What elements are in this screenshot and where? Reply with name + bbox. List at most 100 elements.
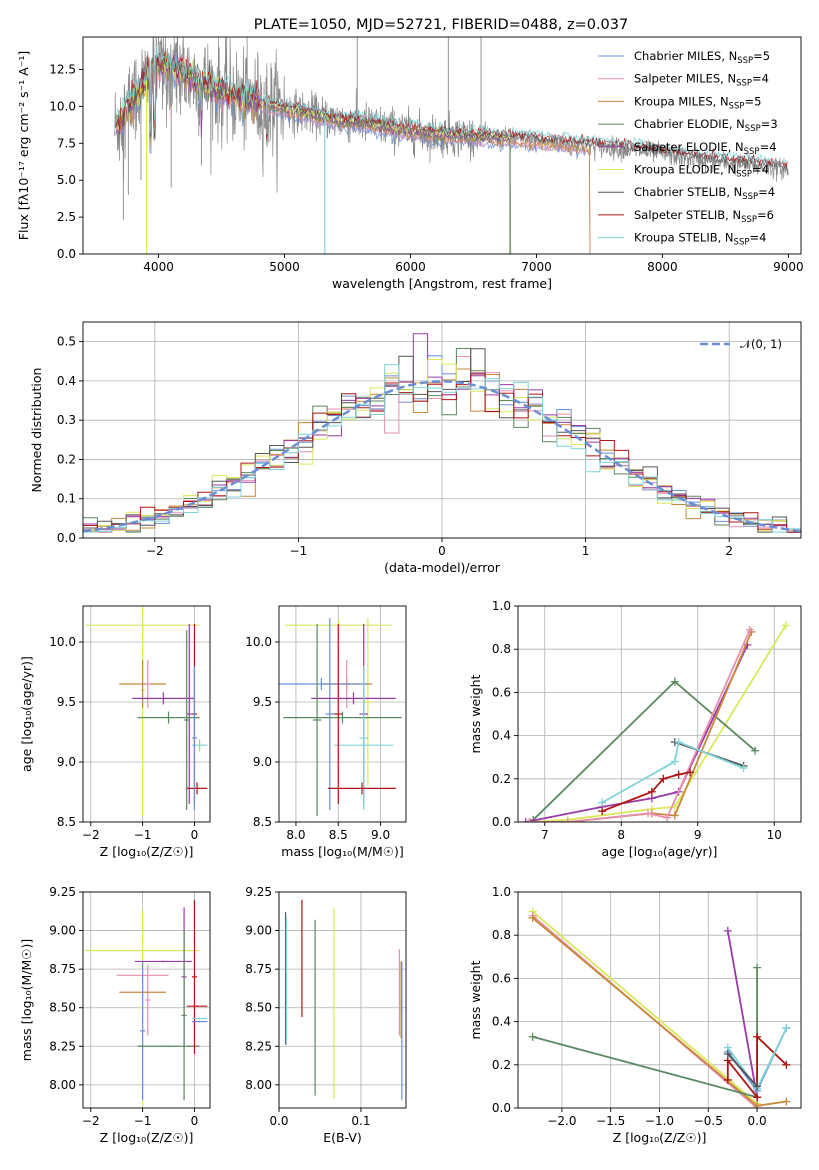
y-tick-label: 2.5	[57, 210, 76, 224]
weight-marker	[674, 770, 683, 779]
x-axis-label: E(B-V)	[323, 1130, 362, 1145]
weight-line	[532, 910, 758, 1105]
x-tick-label: 9000	[773, 260, 804, 274]
weight-marker	[782, 1060, 791, 1069]
y-tick-label: 0.6	[492, 971, 511, 985]
y-tick-label: 0.4	[57, 374, 76, 388]
x-axis-label: Z [log₁₀(Z/Z☉)]	[100, 844, 194, 859]
weight-marker	[670, 811, 679, 820]
y-tick-label: 8.5	[253, 815, 272, 829]
axes-frame: 4000 5000 6000 7000 8000 9000 0.0 2.5 5.0 7.5 10.0…	[16, 36, 804, 291]
x-tick-label: 8.5	[329, 828, 348, 842]
y-tick-label: 0.0	[57, 531, 76, 545]
y-tick-label: 0.8	[492, 928, 511, 942]
y-tick-label: 0.0	[57, 247, 76, 261]
y-axis-label: mass weight	[468, 674, 483, 753]
y-axis-label: age [log₁₀(age/yr)]	[19, 656, 34, 772]
figure-title: PLATE=1050, MJD=52721, FIBERID=0488, z=0…	[254, 17, 628, 33]
weight-marker	[598, 798, 607, 807]
axes-border	[278, 891, 407, 1109]
y-tick-label: 8.50	[49, 1001, 76, 1015]
weight-marker	[745, 625, 754, 634]
y-tick-label: 9.5	[57, 695, 76, 709]
plot-area	[85, 606, 208, 816]
x-tick-label: 9.0	[371, 828, 390, 842]
y-tick-label: 9.0	[57, 755, 76, 769]
weight-marker	[753, 1082, 762, 1091]
x-tick-label: 7000	[521, 260, 552, 274]
y-tick-label: 0.2	[492, 772, 511, 786]
x-tick-label: −2	[146, 544, 164, 558]
y-tick-label: 0.3	[57, 413, 76, 427]
plot-area	[528, 907, 791, 1108]
legend-label: Kroupa STELIB, NSSP=4	[634, 231, 766, 248]
legend-label-tail: =4	[752, 72, 769, 86]
weight-marker	[521, 818, 530, 822]
legend-label-main: Salpeter MILES, N	[634, 72, 736, 86]
y-tick-label: 0.4	[492, 1015, 511, 1029]
x-axis-label: (data-model)/error	[384, 560, 501, 575]
y-tick-label: 8.75	[245, 962, 272, 976]
y-axis-label: mass weight	[468, 960, 483, 1039]
y-tick-label: 0.2	[57, 452, 76, 466]
y-tick-label: 8.50	[245, 1001, 272, 1015]
y-tick-label: 8.75	[49, 962, 76, 976]
legend-label-sub: SSP	[745, 124, 761, 134]
weight-marker	[598, 807, 607, 816]
panel-spectrum: 4000 5000 6000 7000 8000 9000 0.0 2.5 5.0 7.5 10.0…	[16, 36, 804, 291]
legend-label-sub: SSP	[737, 56, 753, 66]
y-axis-label: mass [log₁₀(M/M☉)]	[19, 939, 34, 1061]
y-tick-label: 1.0	[492, 599, 511, 613]
y-tick-label: 8.25	[49, 1039, 76, 1053]
y-tick-label: 0.6	[492, 685, 511, 699]
plot-area	[85, 899, 208, 1108]
y-tick-label: 9.25	[245, 885, 272, 899]
legend-label-tail: =5	[753, 49, 770, 63]
y-tick-label: 10.0	[49, 99, 76, 113]
legend-label-tail: =4	[758, 185, 775, 199]
legend-label-main: Kroupa STELIB, N	[634, 231, 734, 245]
y-tick-label: 0.4	[492, 729, 511, 743]
x-tick-label: −2	[82, 828, 100, 842]
legend-label-sub: SSP	[744, 147, 760, 157]
legend-label: Salpeter MILES, NSSP=4	[634, 72, 769, 89]
axes-frame: −2 −1 0 1 2 0.0 0.1 0.2 0.3 0.4 0.5 (data-model)/er…	[29, 321, 802, 575]
legend-label-main: Kroupa ELODIE, N	[634, 163, 736, 177]
legend-label: Salpeter ELODIE, NSSP=4	[634, 140, 777, 157]
axes-frame: −2 −1 0 8.00 8.25 8.50 8.75 9.00 9.25 Z [log₁₀(Z/…	[19, 885, 211, 1145]
weight-marker	[525, 818, 534, 822]
panel-mass-vs-ebv: 0.0 0.1 8.00 8.25 8.50 8.75 9.00 9.25 E(B-V)	[245, 885, 407, 1145]
axes-border	[82, 36, 802, 255]
y-tick-label: 10.0	[49, 635, 76, 649]
x-tick-label: 0.1	[351, 1114, 370, 1128]
axes-frame: −2 −1 0 8.5 9.0 9.5 10.0 Z [log₁₀(Z/Z☉)] age [lo…	[19, 605, 211, 859]
weight-marker	[647, 787, 656, 796]
x-tick-label: 0	[191, 828, 199, 842]
x-tick-label: 0	[438, 544, 446, 558]
weight-marker	[686, 768, 695, 777]
panel-age-vs-mass: 8.0 8.5 9.0 8.5 9.0 9.5 10.0 mass [log₁₀(M/M☉)]	[245, 605, 407, 859]
normal-reference-curve	[83, 380, 801, 533]
x-axis-label: Z [log₁₀(Z/Z☉)]	[613, 1130, 707, 1145]
y-tick-label: 0.8	[492, 642, 511, 656]
y-tick-label: 0.0	[492, 815, 511, 829]
x-axis-label: mass [log₁₀(M/M☉)]	[281, 844, 403, 859]
axes-frame: 8.0 8.5 9.0 8.5 9.0 9.5 10.0 mass [log₁₀(M/M☉)]	[245, 605, 407, 859]
legend-label-sub: SSP	[741, 215, 757, 225]
x-tick-label: −1	[134, 1114, 152, 1128]
x-tick-label: 9	[694, 828, 702, 842]
x-tick-label: 10	[767, 828, 782, 842]
x-tick-label: −1.5	[596, 1114, 625, 1128]
legend-label-main: Chabrier ELODIE, N	[634, 117, 745, 131]
weight-line	[726, 930, 758, 1098]
y-tick-label: 0.0	[492, 1101, 511, 1115]
axes-frame: 7 8 9 10 0.0 0.2 0.4 0.6 0.8 1.0 age [log₁₀(age/yr…	[468, 599, 802, 859]
plot-area	[521, 621, 790, 822]
model-spectrum-line	[115, 45, 789, 167]
plot-area	[114, 37, 789, 254]
weight-marker	[723, 1050, 732, 1058]
axes-frame: −2.0 −1.5 −1.0 −0.5 0.0 0.0 0.2 0.4 0.6 0.8 1.0 Z […	[468, 885, 802, 1145]
x-tick-label: 5000	[269, 260, 300, 274]
x-tick-label: 8.0	[286, 828, 305, 842]
